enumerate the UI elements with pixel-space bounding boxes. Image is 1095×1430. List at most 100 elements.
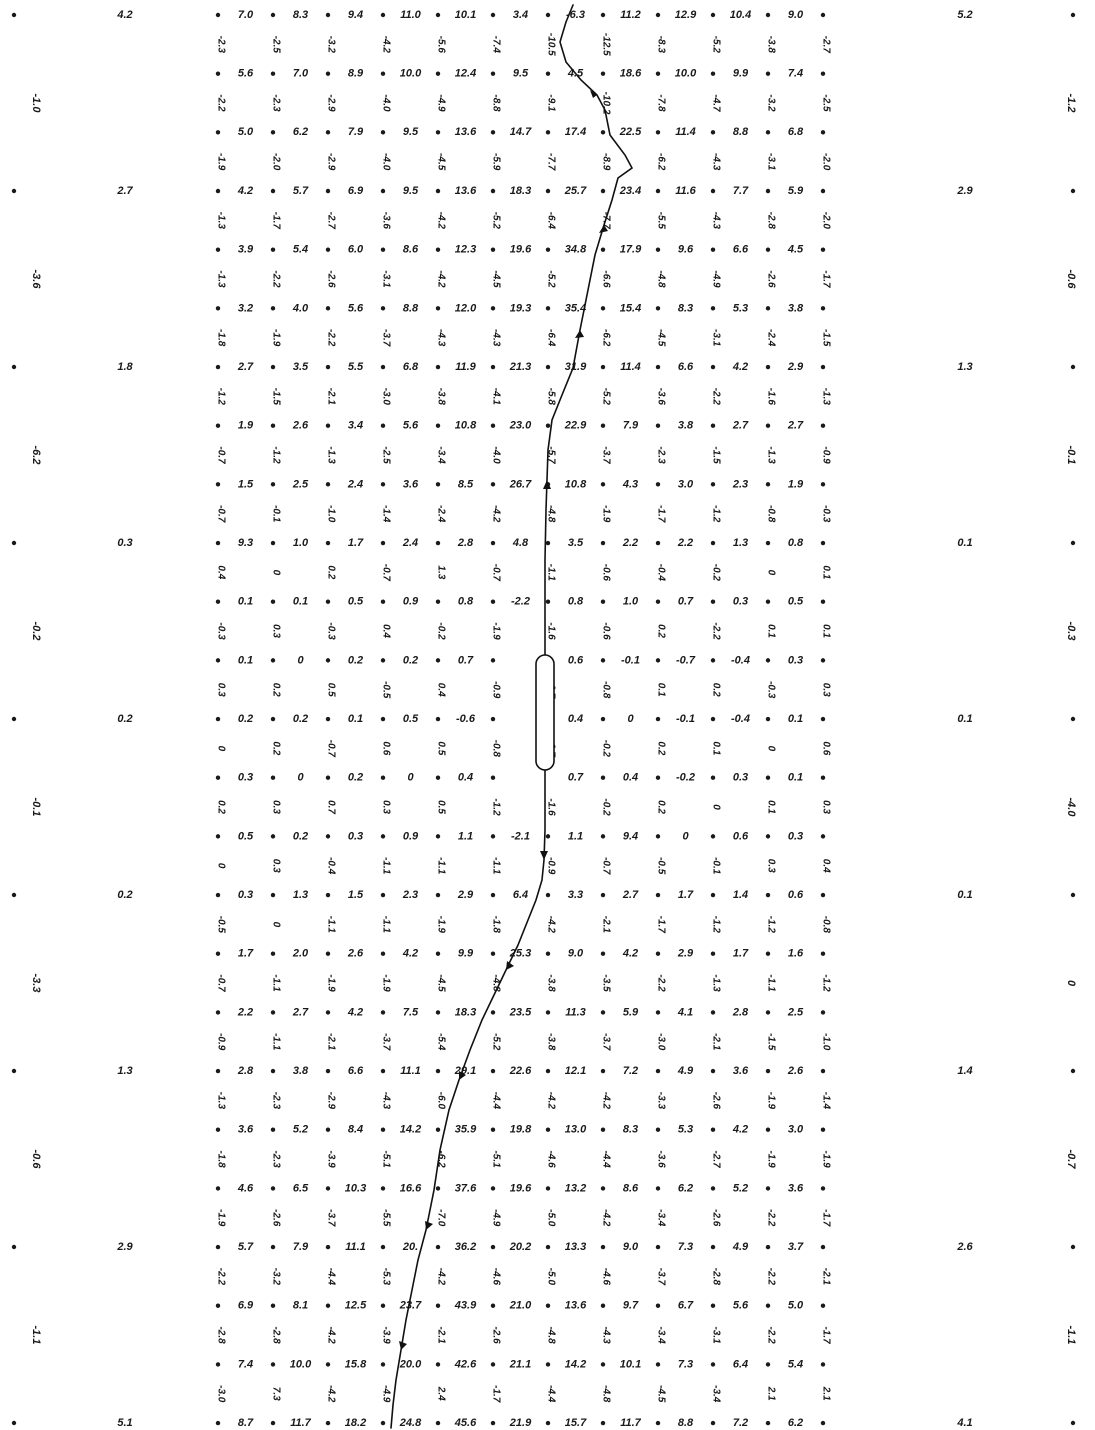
outer-left-h-label: 2.7	[116, 185, 133, 197]
outer-right-dot	[1070, 892, 1076, 898]
h-value-label: 8.3	[623, 1124, 638, 1136]
grid-node-dot	[710, 247, 716, 252]
grid-node-dot	[380, 306, 386, 311]
v-value-label: -4.2	[325, 1385, 336, 1403]
grid-node-dot	[325, 716, 331, 722]
grid-node-dot	[270, 482, 276, 487]
grid-node-dot	[600, 658, 606, 663]
v-value-label: -2.8	[710, 1268, 721, 1286]
v-value-label: -3.4	[655, 1209, 666, 1227]
grid-node-dot	[545, 834, 551, 839]
h-value-label: 0.4	[458, 772, 473, 784]
h-value-label: 0.3	[238, 889, 253, 901]
outer-right-v-label: -4.0	[1065, 798, 1077, 818]
grid-node-dot	[435, 658, 441, 663]
grid-node-dot	[270, 716, 276, 722]
h-value-label: 25.3	[509, 948, 531, 960]
grid-node-dot	[655, 482, 661, 487]
outer-right-dot	[1070, 540, 1076, 546]
v-value-label: 0.4	[380, 624, 391, 638]
grid-node-dot	[710, 482, 716, 487]
grid-node-dot	[215, 775, 221, 780]
h-value-label: 2.6	[347, 948, 364, 960]
grid-node-dot	[490, 540, 496, 546]
grid-node-dot	[710, 951, 716, 956]
h-value-label: 9.7	[623, 1300, 639, 1312]
h-value-label: 1.7	[238, 948, 254, 960]
grid-node-dot	[215, 1362, 221, 1367]
v-value-label: -7.0	[435, 1209, 446, 1227]
h-value-label: 0.2	[348, 654, 363, 666]
h-value-label: 0.5	[348, 596, 364, 608]
v-value-label: -2.8	[215, 1326, 226, 1344]
h-value-label: 24.8	[399, 1417, 422, 1429]
grid-node-dot	[270, 1420, 276, 1426]
grid-node-dot	[820, 364, 826, 370]
grid-node-dot	[490, 716, 496, 722]
v-value-label: -2.3	[270, 1150, 281, 1168]
grid-node-dot	[270, 775, 276, 780]
grid-node-dot	[600, 188, 606, 194]
v-value-label: -4.9	[380, 1385, 391, 1403]
h-value-label: 13.6	[455, 185, 477, 197]
h-value-label: 11.1	[345, 1241, 366, 1253]
outer-left-h-label: 1.8	[117, 361, 133, 373]
grid-node-dot	[545, 1420, 551, 1426]
grid-node-dot	[820, 540, 826, 546]
v-value-label: -1.7	[820, 1326, 831, 1344]
h-value-label: 21.3	[509, 361, 531, 373]
outer-left-dot	[11, 364, 17, 370]
grid-node-dot	[380, 599, 386, 604]
grid-node-dot	[490, 1010, 496, 1015]
h-value-label: 8.9	[348, 68, 364, 80]
h-value-label: 13.2	[565, 1182, 586, 1194]
v-value-label: 0.1	[820, 624, 831, 638]
h-value-label: 23.5	[509, 1006, 532, 1018]
grid-node-dot	[270, 951, 276, 956]
h-value-label: 0.2	[238, 713, 253, 725]
v-value-label: -6.2	[655, 153, 666, 171]
grid-node-dot	[435, 1362, 441, 1367]
v-value-label: -1.4	[820, 1092, 831, 1110]
v-value-label: -3.7	[380, 329, 391, 347]
grid-node-dot	[435, 188, 441, 194]
h-value-label: 2.2	[237, 1006, 253, 1018]
h-value-label: 0.2	[293, 713, 308, 725]
v-value-label: -4.9	[710, 270, 721, 288]
outer-left-h-label: 1.3	[117, 1065, 132, 1077]
h-value-label: 12.3	[455, 244, 476, 256]
v-value-label: -1.9	[215, 153, 226, 171]
h-value-label: 5.3	[733, 302, 748, 314]
v-value-label: -0.6	[600, 564, 611, 582]
v-value-label: -2.6	[710, 1092, 721, 1110]
grid-node-dot	[215, 1186, 221, 1191]
h-value-label: 11.7	[620, 1417, 641, 1429]
outer-right-dot	[1070, 188, 1076, 194]
v-value-label: 0.5	[435, 741, 446, 755]
h-value-label: 11.4	[620, 361, 641, 373]
h-value-label: 4.6	[237, 1182, 254, 1194]
grid-node-dot	[325, 1303, 331, 1308]
h-value-label: 6.7	[678, 1300, 694, 1312]
h-value-label: 1.1	[568, 830, 583, 842]
grid-node-dot	[325, 1186, 331, 1191]
v-value-label: -1.2	[270, 446, 281, 464]
h-value-label: 2.2	[622, 537, 638, 549]
v-value-label: -1.1	[270, 974, 281, 992]
h-value-label: 6.5	[293, 1182, 309, 1194]
grid-node-dot	[710, 1303, 716, 1308]
v-value-label: -1.1	[435, 857, 446, 875]
h-value-label: 0.9	[403, 596, 419, 608]
h-value-label: 18.3	[455, 1006, 476, 1018]
v-value-label: 1.3	[435, 565, 446, 579]
h-value-label: 11.4	[675, 126, 696, 138]
h-value-label: 0.8	[458, 596, 474, 608]
outer-right-h-label: 5.2	[957, 9, 972, 21]
h-value-label: 9.4	[623, 830, 638, 842]
grid-node-dot	[765, 1362, 771, 1367]
outer-left-v-label: -3.3	[30, 974, 42, 993]
h-value-label: 5.0	[788, 1300, 804, 1312]
v-value-label: -0.6	[600, 622, 611, 640]
h-value-label: 0.8	[568, 596, 584, 608]
h-value-label: 0.2	[293, 830, 308, 842]
